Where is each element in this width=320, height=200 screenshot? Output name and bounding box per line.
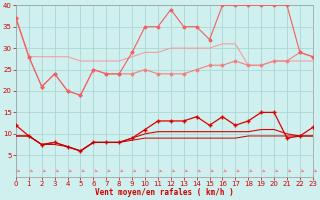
X-axis label: Vent moyen/en rafales ( km/h ): Vent moyen/en rafales ( km/h ) [95, 188, 234, 197]
